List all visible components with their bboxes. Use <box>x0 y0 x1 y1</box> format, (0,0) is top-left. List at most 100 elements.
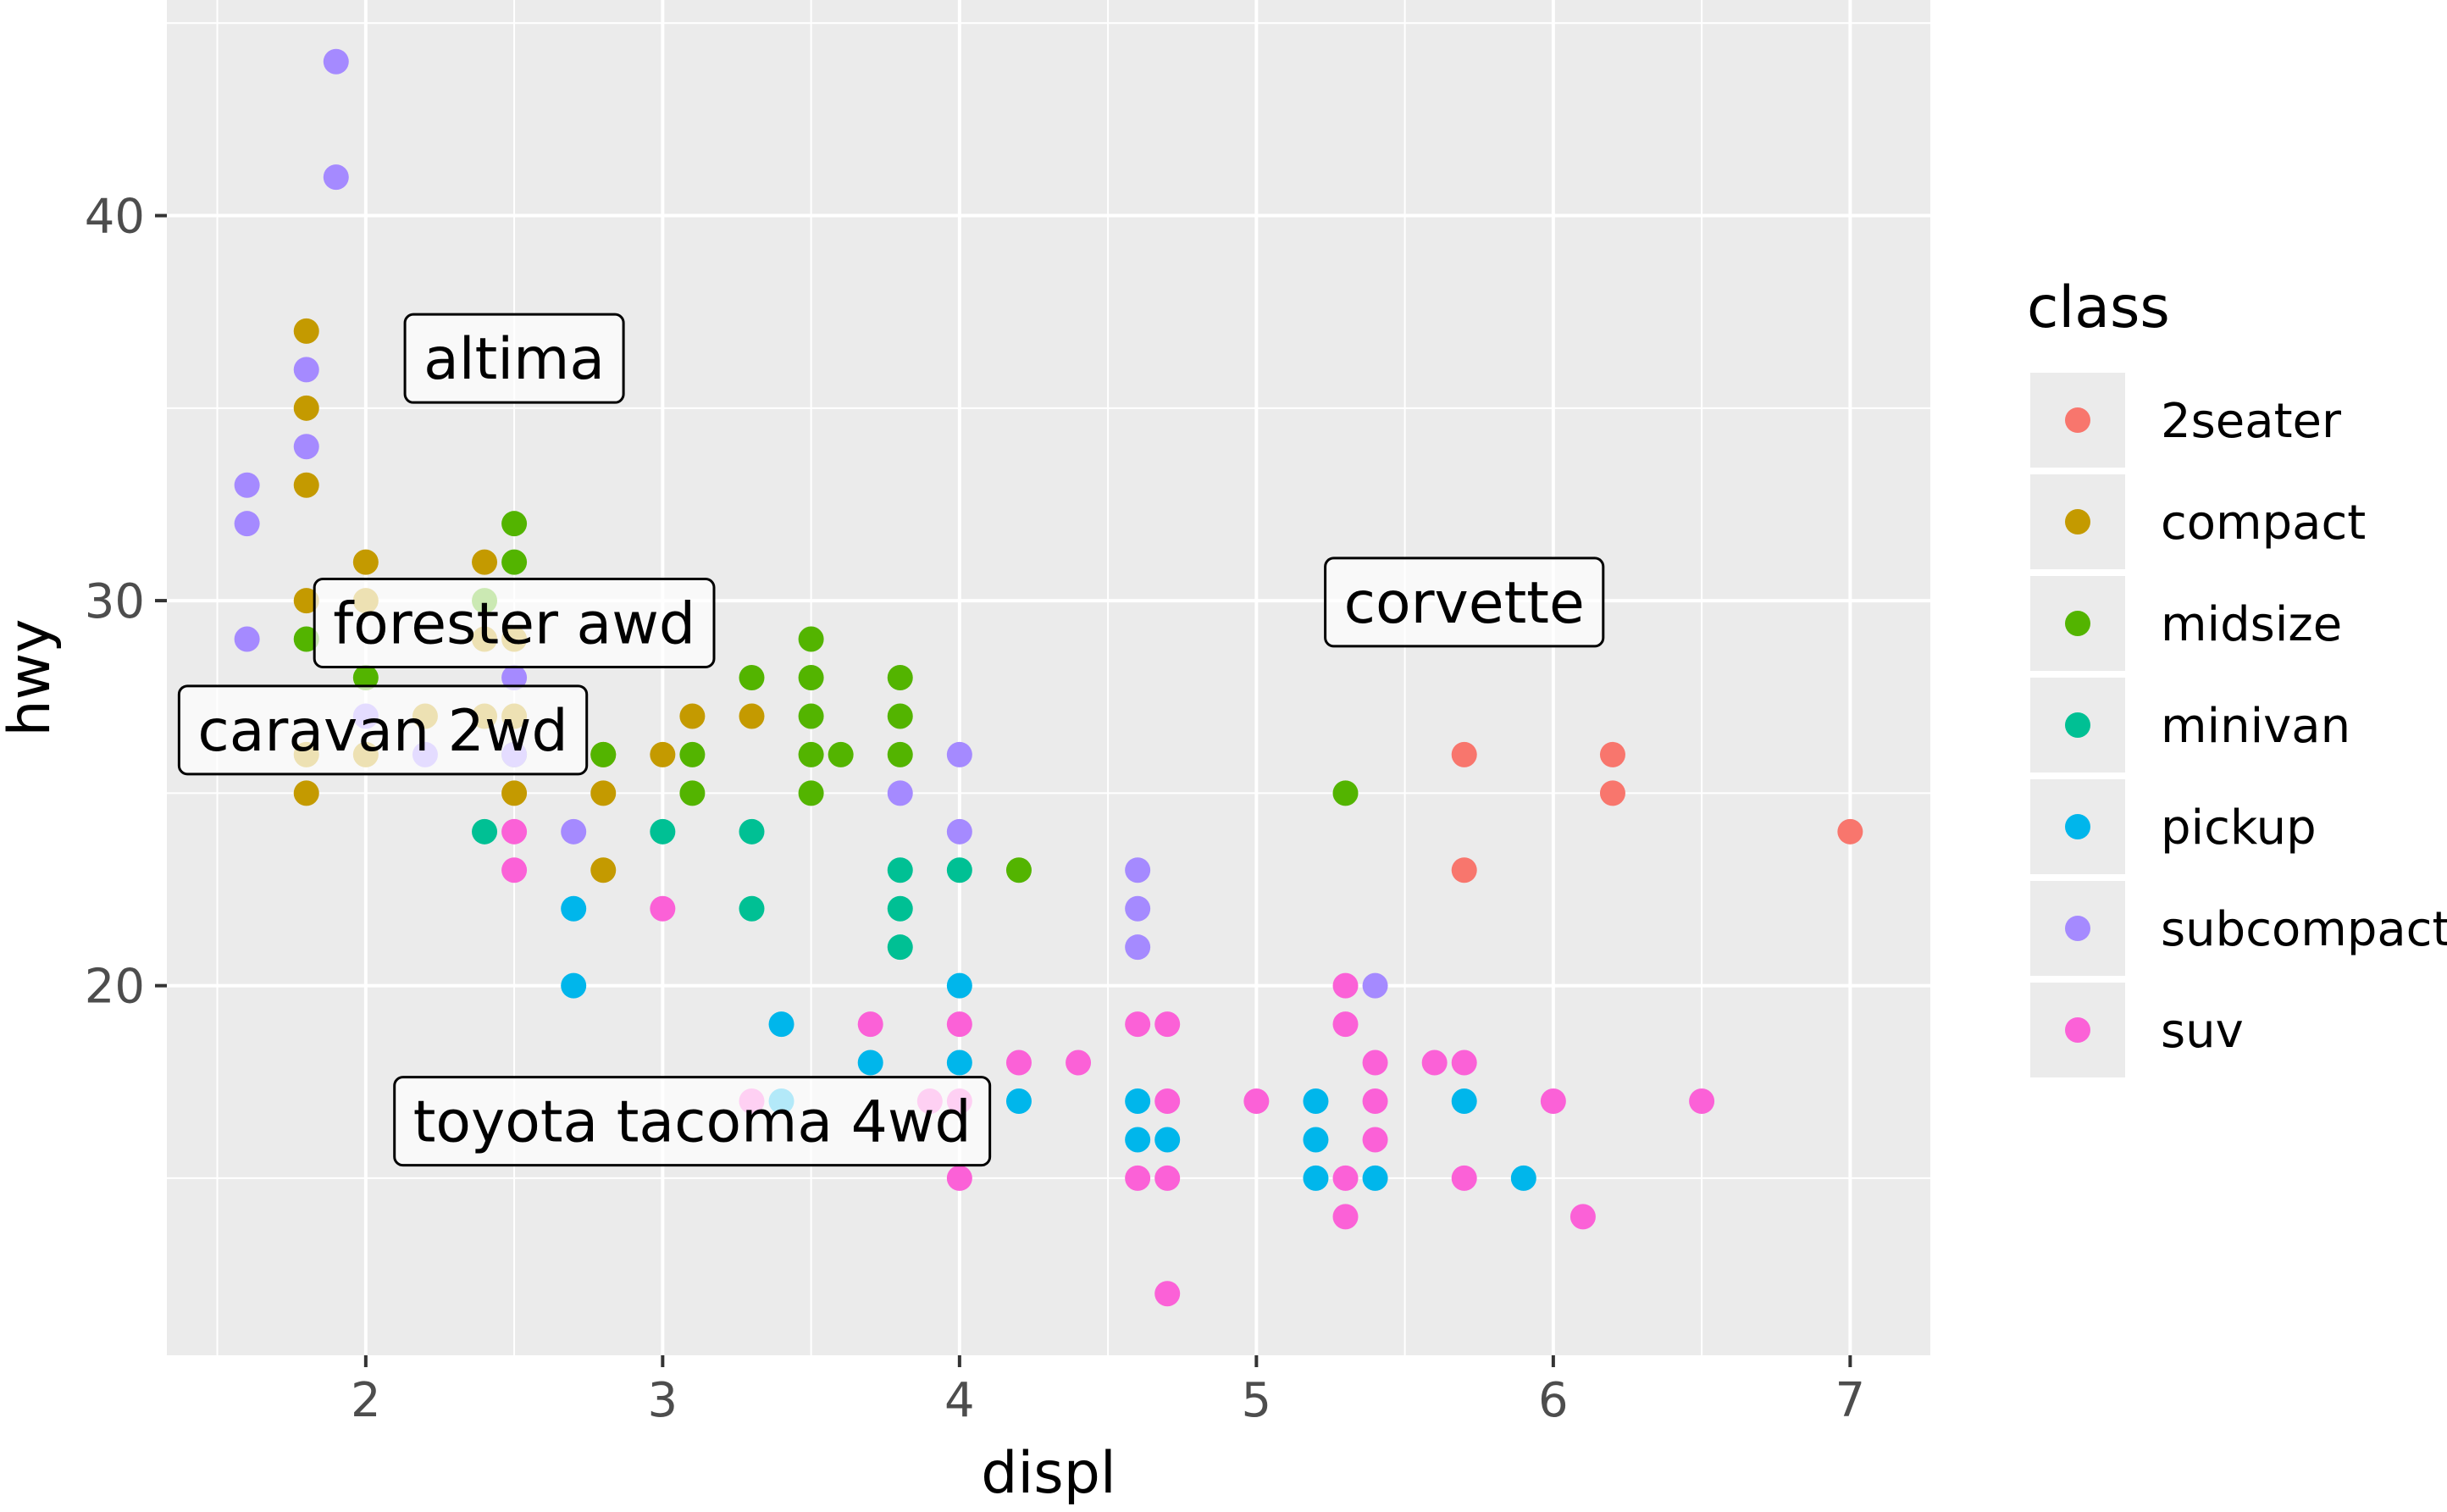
legend-item-minivan: minivan <box>2030 678 2350 773</box>
legend-item-compact: compact <box>2030 474 2366 569</box>
legend-item-pickup: pickup <box>2030 779 2317 874</box>
legend-item-subcompact: subcompact <box>2030 881 2447 976</box>
point-minivan <box>887 895 913 922</box>
point-midsize <box>887 741 913 767</box>
point-suv <box>1689 1088 1715 1114</box>
annotation-label: caravan 2wd <box>177 684 589 776</box>
legend-label: 2seater <box>2161 394 2342 449</box>
point-subcompact <box>946 818 972 845</box>
point-pickup <box>1362 1165 1388 1191</box>
point-suv <box>1125 1011 1151 1038</box>
point-subcompact <box>946 741 972 767</box>
point-minivan <box>887 857 913 883</box>
annotation-text: forester awd <box>333 590 695 657</box>
point-minivan <box>739 818 765 845</box>
x-tick-label: 7 <box>1835 1373 1866 1428</box>
point-midsize <box>679 780 706 806</box>
point-suv <box>1362 1088 1388 1114</box>
point-suv <box>1421 1050 1448 1076</box>
point-midsize <box>798 780 824 806</box>
point-pickup <box>1303 1088 1329 1114</box>
axes: 2 3 4 5 6 7 20 30 40 <box>85 190 1865 1428</box>
point-suv <box>1570 1204 1596 1230</box>
point-midsize <box>798 665 824 690</box>
annotation-text: altima <box>424 326 605 393</box>
point-pickup <box>1154 1127 1181 1153</box>
x-axis-title: displ <box>981 1440 1116 1507</box>
point-suv <box>857 1011 883 1038</box>
point-compact <box>590 780 617 806</box>
point-midsize <box>798 703 824 729</box>
point-suv <box>1243 1088 1270 1114</box>
point-suv <box>1332 1165 1359 1191</box>
legend-swatch <box>2065 407 2090 433</box>
legend-swatch <box>2065 509 2090 534</box>
point-minivan <box>887 934 913 961</box>
point-2seater <box>1451 857 1477 883</box>
point-compact <box>590 857 617 883</box>
y-axis-title: hwy <box>0 619 64 737</box>
point-midsize <box>501 549 528 575</box>
y-tick-label: 20 <box>85 960 145 1015</box>
point-pickup <box>946 1050 972 1076</box>
point-2seater <box>1599 780 1625 806</box>
legend-label: pickup <box>2161 800 2317 856</box>
point-compact <box>293 318 319 344</box>
x-tick-label: 3 <box>648 1373 678 1428</box>
point-suv <box>501 818 528 845</box>
point-minivan <box>472 818 498 845</box>
point-midsize <box>1005 857 1032 883</box>
legend-label: compact <box>2161 496 2366 551</box>
point-subcompact <box>1125 934 1151 961</box>
point-minivan <box>650 818 676 845</box>
point-compact <box>352 549 379 575</box>
point-pickup <box>857 1050 883 1076</box>
point-minivan <box>946 857 972 883</box>
point-subcompact <box>234 511 260 537</box>
point-suv <box>650 895 676 922</box>
point-compact <box>739 703 765 729</box>
point-subcompact <box>561 818 587 845</box>
point-suv <box>1154 1165 1181 1191</box>
point-suv <box>1154 1011 1181 1038</box>
annotation-box <box>177 684 589 776</box>
legend-swatch <box>2065 712 2090 738</box>
legend-swatch <box>2065 611 2090 636</box>
point-suv <box>946 1011 972 1038</box>
x-tick-label: 2 <box>351 1373 381 1428</box>
point-midsize <box>1332 780 1359 806</box>
point-pickup <box>1125 1127 1151 1153</box>
point-suv <box>1362 1050 1388 1076</box>
point-subcompact <box>234 472 260 498</box>
x-tick-label: 5 <box>1242 1373 1272 1428</box>
legend-label: midsize <box>2161 597 2342 652</box>
point-suv <box>1540 1088 1566 1114</box>
x-tick-label: 4 <box>944 1373 975 1428</box>
annotation-box <box>403 313 625 404</box>
point-suv <box>1066 1050 1092 1076</box>
annotation-label: forester awd <box>313 577 716 668</box>
point-subcompact <box>293 434 319 460</box>
point-suv <box>1154 1281 1181 1307</box>
point-pickup <box>1451 1088 1477 1114</box>
point-compact <box>501 780 528 806</box>
point-subcompact <box>293 357 319 383</box>
point-midsize <box>798 626 824 652</box>
point-subcompact <box>1125 857 1151 883</box>
point-midsize <box>590 741 617 767</box>
point-pickup <box>1510 1165 1536 1191</box>
y-tick-label: 30 <box>85 574 145 629</box>
point-compact <box>293 395 319 421</box>
point-subcompact <box>323 164 349 191</box>
point-suv <box>1362 1127 1388 1153</box>
annotation-box <box>393 1076 992 1167</box>
point-subcompact <box>234 626 260 652</box>
point-pickup <box>1303 1127 1329 1153</box>
annotation-label: altima <box>403 313 625 404</box>
point-compact <box>293 588 319 614</box>
point-midsize <box>828 741 854 767</box>
point-subcompact <box>1362 972 1388 999</box>
legend-item-2seater: 2seater <box>2030 373 2342 468</box>
legend-item-midsize: midsize <box>2030 576 2342 671</box>
